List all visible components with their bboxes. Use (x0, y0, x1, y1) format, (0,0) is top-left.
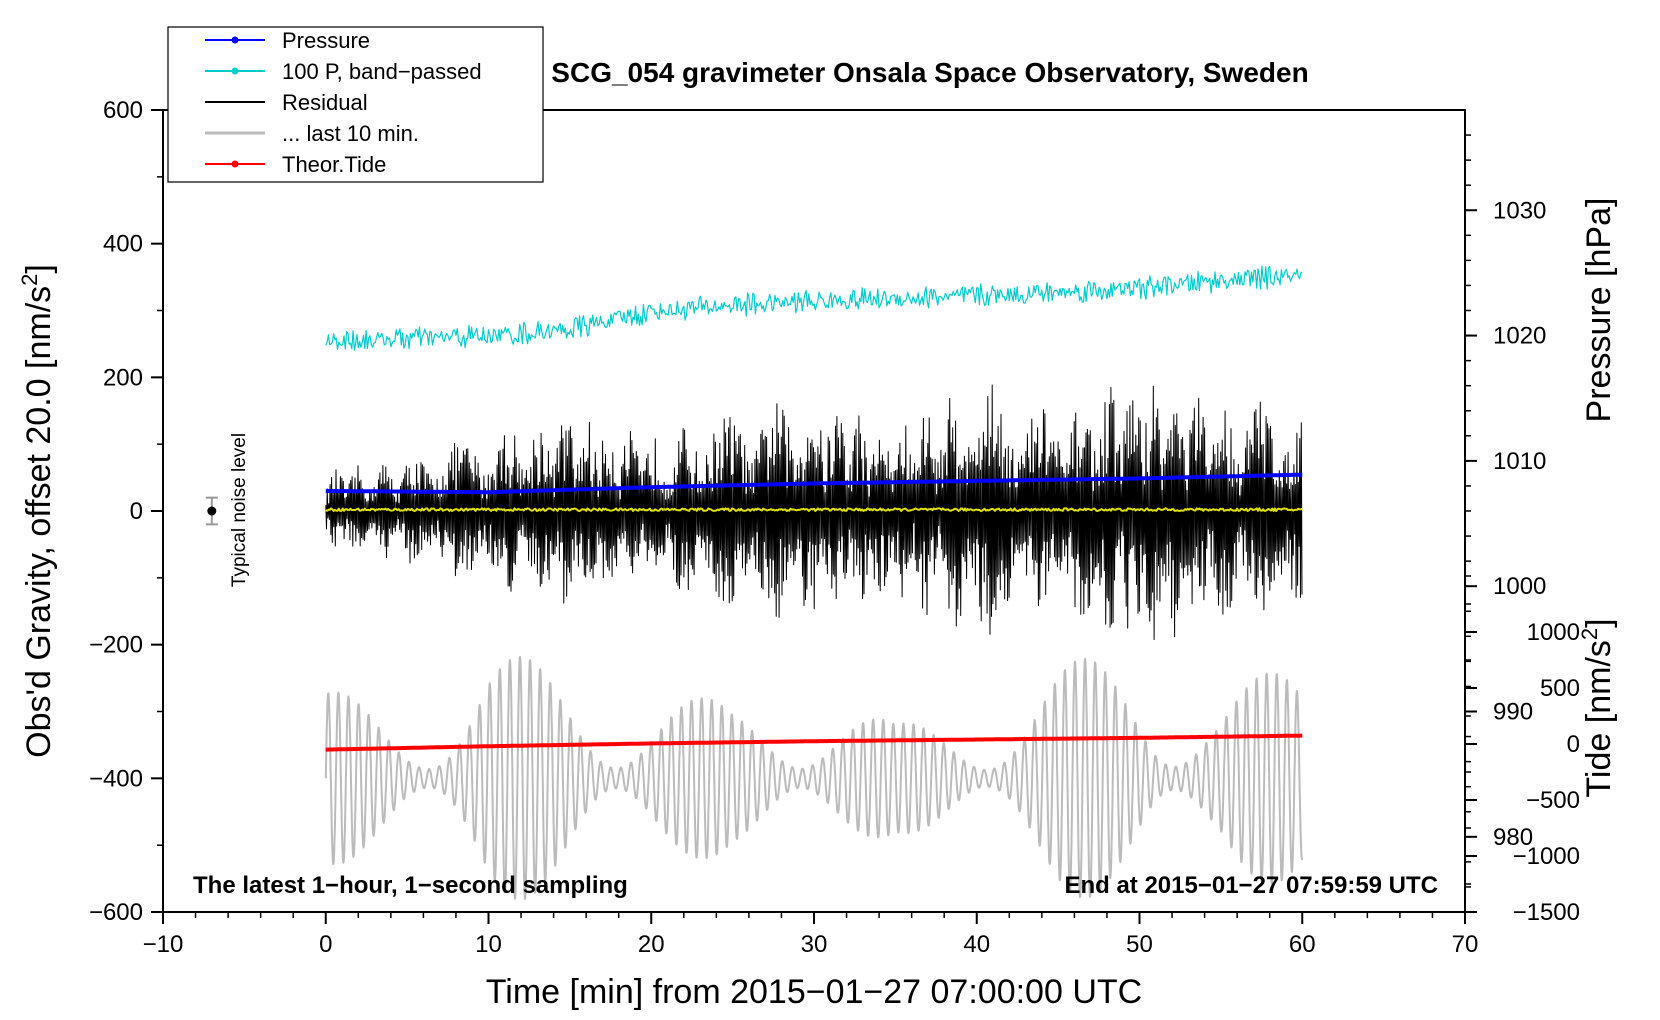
annotation-left: The latest 1−hour, 1−second sampling (193, 872, 628, 899)
x-tick-label: 50 (1126, 931, 1153, 958)
legend-marker (231, 160, 239, 168)
y2-tick-label: 990 (1493, 699, 1533, 726)
x-tick-label: 20 (638, 931, 665, 958)
y-tick-label: 200 (103, 364, 143, 391)
series-theor-tide (325, 733, 1303, 752)
y3-axis-label-sup: 2 (1577, 628, 1602, 640)
y3-tick-label: −500 (1526, 787, 1580, 814)
noise-label: Typical noise level (229, 433, 250, 587)
y2-tick-label: 1020 (1493, 323, 1546, 350)
legend-label: 100 P, band−passed (282, 59, 482, 84)
y3-tick-label: 1000 (1527, 619, 1580, 646)
chart-title: SCG_054 gravimeter Onsala Space Observat… (551, 57, 1308, 88)
y3-axis-label: Tide [nm/s2] (1577, 618, 1618, 797)
y3-tick-label: −1500 (1513, 899, 1580, 926)
x-tick-label: 10 (475, 931, 502, 958)
y-tick-label: −600 (89, 899, 143, 926)
series-layer (324, 265, 1304, 900)
y3-tick-label: 0 (1567, 731, 1580, 758)
y-tick-label: 400 (103, 231, 143, 258)
series-residual (325, 384, 1303, 640)
x-tick-label: 60 (1289, 931, 1316, 958)
y2-tick-label: 1030 (1493, 197, 1546, 224)
y-tick-label: −400 (89, 765, 143, 792)
x-axis-label: Time [min] from 2015−01−27 07:00:00 UTC (486, 973, 1142, 1011)
legend-label: ... last 10 min. (282, 121, 419, 146)
legend-label: Pressure (282, 28, 370, 53)
annotation-right: End at 2015−01−27 07:59:59 UTC (1064, 872, 1438, 899)
noise-point (207, 506, 217, 516)
legend-marker (231, 67, 239, 75)
y-axis-left: −600 −400 −200 0 200 400 600 (89, 97, 163, 926)
y3-tick-label: 500 (1540, 675, 1580, 702)
x-axis: −10 0 10 20 30 40 50 60 70 (143, 912, 1479, 958)
series-smoothed-residual (325, 507, 1303, 512)
x-tick-label: 40 (963, 931, 990, 958)
y-axis-tide: −1500 −1000 −500 0 500 1000 (1465, 575, 1580, 926)
legend-label: Residual (282, 90, 368, 115)
x-tick-label: 70 (1452, 931, 1479, 958)
series-pressure (325, 472, 1303, 495)
y-tick-label: 600 (103, 97, 143, 124)
y-axis-label: Obs'd Gravity, offset 20.0 [nm/s2] (17, 264, 58, 758)
y-axis-pressure: 980 990 1000 1010 1020 1030 (1465, 134, 1546, 888)
y2-tick-label: 1000 (1493, 573, 1546, 600)
y3-axis-label-main: Tide [nm/s (1580, 640, 1618, 797)
x-tick-label: 0 (319, 931, 332, 958)
y2-axis-label: Pressure [hPa] (1580, 198, 1618, 423)
legend: Pressure 100 P, band−passed Residual ... la… (167, 26, 544, 183)
y3-axis-label-close: ] (1580, 618, 1618, 627)
x-tick-label: −10 (143, 931, 184, 958)
y-tick-label: 0 (130, 498, 143, 525)
series-100-p-band-passed (325, 265, 1303, 351)
y-axis-label-close: ] (20, 264, 58, 273)
noise-indicator: Typical noise level (205, 433, 250, 587)
y-tick-label: −200 (89, 632, 143, 659)
legend-marker (231, 36, 239, 44)
series-last-10-min (324, 655, 1304, 900)
y-axis-label-main: Obs'd Gravity, offset 20.0 [nm/s (20, 286, 58, 758)
legend-box (167, 26, 544, 183)
y-axis-label-sup: 2 (17, 274, 42, 286)
y2-tick-label: 980 (1493, 824, 1533, 851)
legend-label: Theor.Tide (282, 152, 386, 177)
y3-tick-label: −1000 (1513, 843, 1580, 870)
y2-tick-label: 1010 (1493, 448, 1546, 475)
x-tick-label: 30 (801, 931, 828, 958)
